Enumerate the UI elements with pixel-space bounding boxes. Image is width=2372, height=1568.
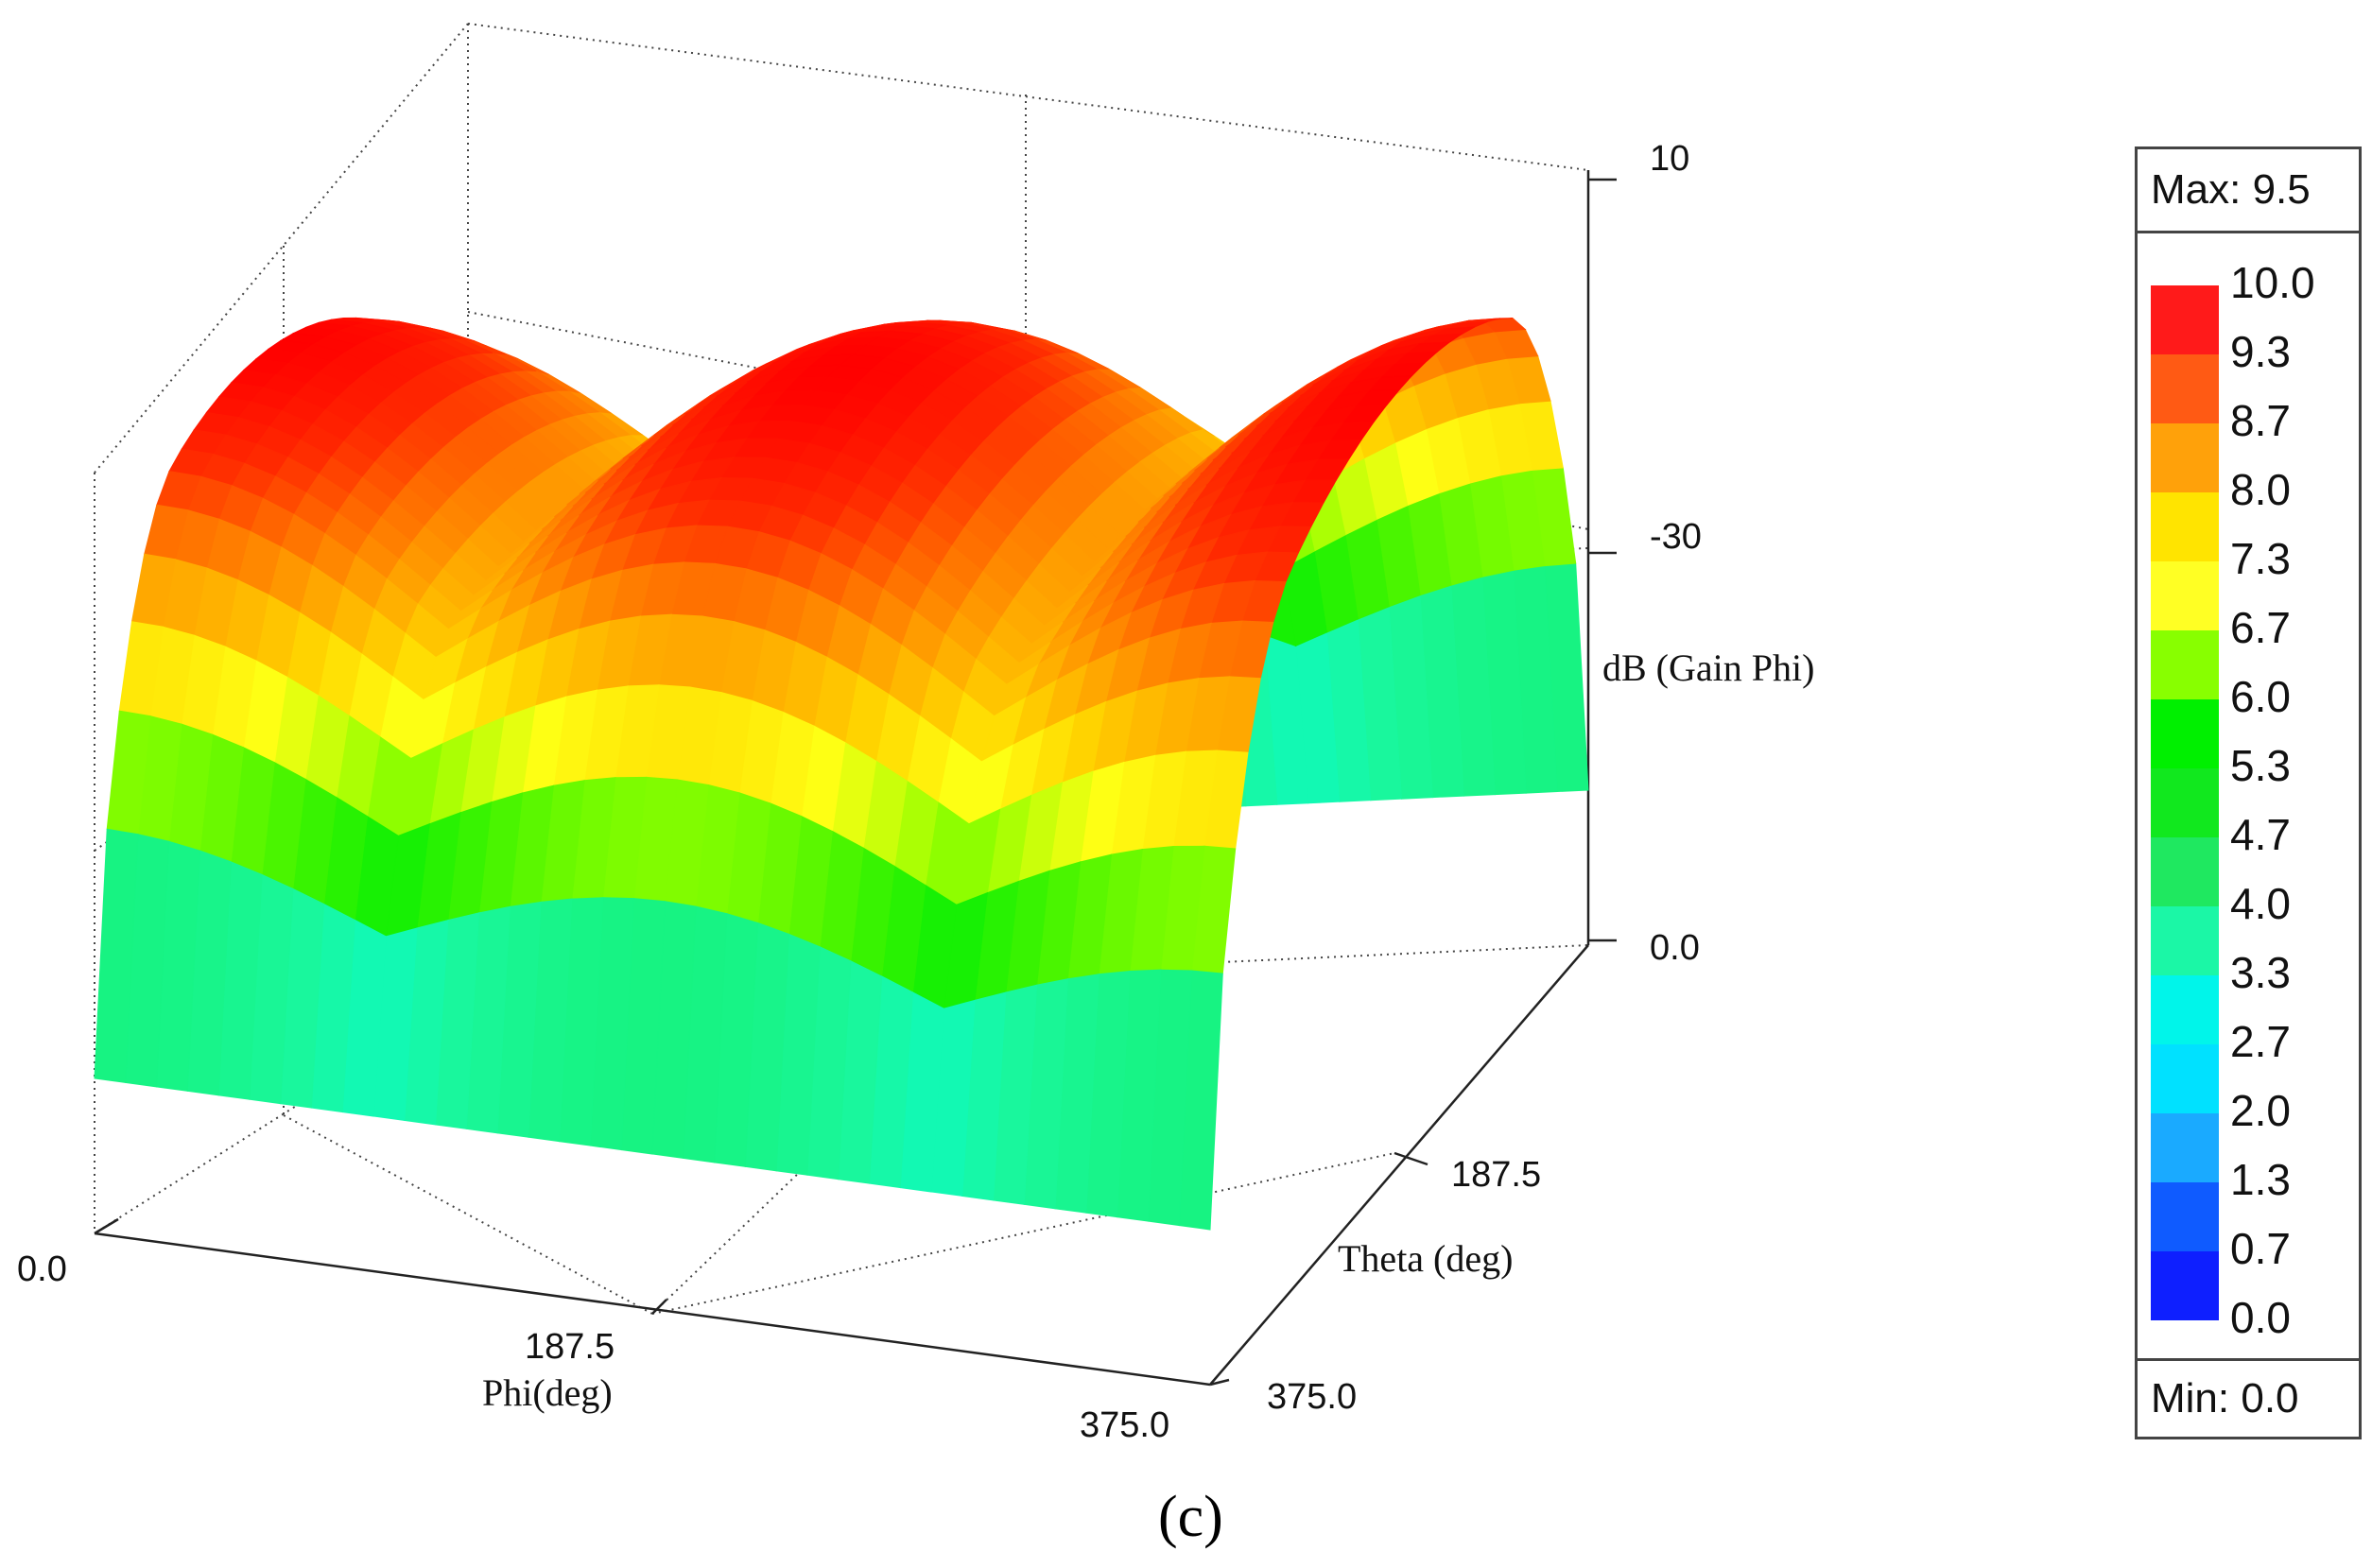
z-axis-title: dB (Gain Phi)	[1602, 646, 1814, 689]
z-tick-top: 10	[1650, 139, 1689, 179]
legend-swatch	[2151, 768, 2219, 837]
legend-swatch	[2151, 837, 2219, 906]
legend-swatch	[2151, 975, 2219, 1044]
y-tick-1: 375.0	[1267, 1377, 1357, 1417]
surface-patch	[94, 828, 139, 1083]
x-tick-0: 0.0	[17, 1249, 67, 1289]
legend-swatch	[2151, 699, 2219, 768]
legend-level-label: 1.3	[2230, 1155, 2291, 1204]
legend-level-label: 7.3	[2230, 534, 2291, 583]
legend-level-label: 5.3	[2230, 741, 2291, 790]
legend-swatch	[2151, 354, 2219, 423]
legend-swatch	[2151, 423, 2219, 492]
legend-swatch	[2151, 561, 2219, 630]
x-tick-1: 187.5	[525, 1327, 615, 1367]
legend-level-label: 2.0	[2230, 1086, 2291, 1135]
legend-level-label: 0.0	[2230, 1293, 2291, 1342]
y-tick-0: 187.5	[1451, 1155, 1541, 1195]
gain-surface	[94, 317, 1589, 1231]
legend-level-label: 9.3	[2230, 327, 2291, 376]
legend-swatch	[2151, 630, 2219, 699]
legend-swatch	[2151, 1044, 2219, 1113]
legend-swatch	[2151, 1113, 2219, 1182]
legend-level-label: 6.0	[2230, 672, 2291, 721]
front-axes	[94, 170, 1617, 1387]
color-legend: Max: 9.5 10.0 9.3 8.7 8.0 7.3 6.7 6.0 5.3 4.7 4.0…	[2135, 146, 2362, 1439]
legend-swatch	[2151, 906, 2219, 975]
legend-level-label: 10.0	[2230, 258, 2315, 307]
legend-level-label: 0.7	[2230, 1224, 2291, 1273]
legend-max-label: Max: 9.5	[2138, 149, 2359, 233]
y-axis-title: Theta (deg)	[1338, 1237, 1513, 1280]
legend-level-label: 8.7	[2230, 396, 2291, 445]
x-axis-title: Phi(deg)	[482, 1371, 613, 1414]
legend-swatch	[2151, 1182, 2219, 1251]
legend-level-label: 3.3	[2230, 948, 2291, 997]
legend-swatch	[2151, 1251, 2219, 1320]
legend-level-label: 8.0	[2230, 465, 2291, 514]
legend-level-label: 4.7	[2230, 810, 2291, 859]
legend-level-label: 4.0	[2230, 879, 2291, 928]
figure-caption: (c)	[1158, 1485, 1223, 1549]
z-tick-bottom: 0.0	[1650, 928, 1700, 968]
legend-level-label: 2.7	[2230, 1017, 2291, 1066]
x-tick-2: 375.0	[1080, 1405, 1169, 1445]
legend-level-label: 6.7	[2230, 603, 2291, 652]
legend-min-label: Min: 0.0	[2138, 1358, 2359, 1437]
legend-swatch	[2151, 285, 2219, 354]
z-tick-mid: -30	[1650, 517, 1702, 557]
legend-swatch	[2151, 492, 2219, 561]
